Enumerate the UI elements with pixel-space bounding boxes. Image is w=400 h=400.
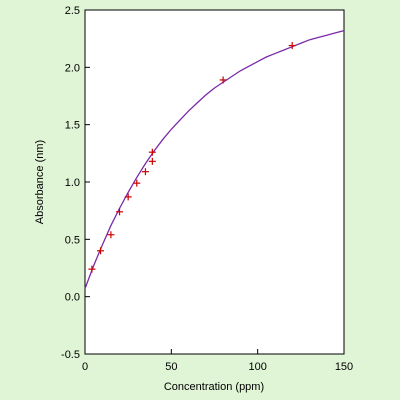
plot-area <box>84 9 345 355</box>
data-point-marker <box>219 76 227 84</box>
x-tick-label: 100 <box>248 361 266 373</box>
y-tick-label: 1.5 <box>65 120 80 132</box>
data-point-marker <box>116 208 124 216</box>
data-point-marker <box>148 157 156 165</box>
y-tick-label: 2.5 <box>65 5 80 17</box>
series-layer <box>84 30 345 289</box>
y-axis-label: Absorbance (nm) <box>34 140 46 224</box>
fit-curve-line <box>84 30 345 289</box>
x-axis-ticks: 0 50 100 150 <box>82 349 353 373</box>
data-point-marker <box>124 193 132 201</box>
y-tick-label: -0.5 <box>61 349 80 361</box>
data-point-marker <box>107 231 115 239</box>
data-point-marker <box>148 148 156 156</box>
data-point-marker <box>97 247 105 255</box>
data-point-marker <box>288 42 296 50</box>
y-axis-ticks: -0.5 0.0 0.5 1.0 1.5 2.0 2.5 <box>61 5 90 361</box>
data-point-marker <box>88 265 96 273</box>
x-tick-label: 150 <box>335 361 353 373</box>
x-tick-label: 0 <box>82 361 88 373</box>
x-axis-label: Concentration (ppm) <box>164 381 264 393</box>
y-tick-label: 2.0 <box>65 62 80 74</box>
data-point-marker <box>133 179 141 187</box>
y-tick-label: 0.5 <box>65 234 80 246</box>
y-tick-label: 1.0 <box>65 177 80 189</box>
data-point-marker <box>141 168 149 176</box>
x-tick-label: 50 <box>165 361 177 373</box>
y-tick-label: 0.0 <box>65 292 80 304</box>
